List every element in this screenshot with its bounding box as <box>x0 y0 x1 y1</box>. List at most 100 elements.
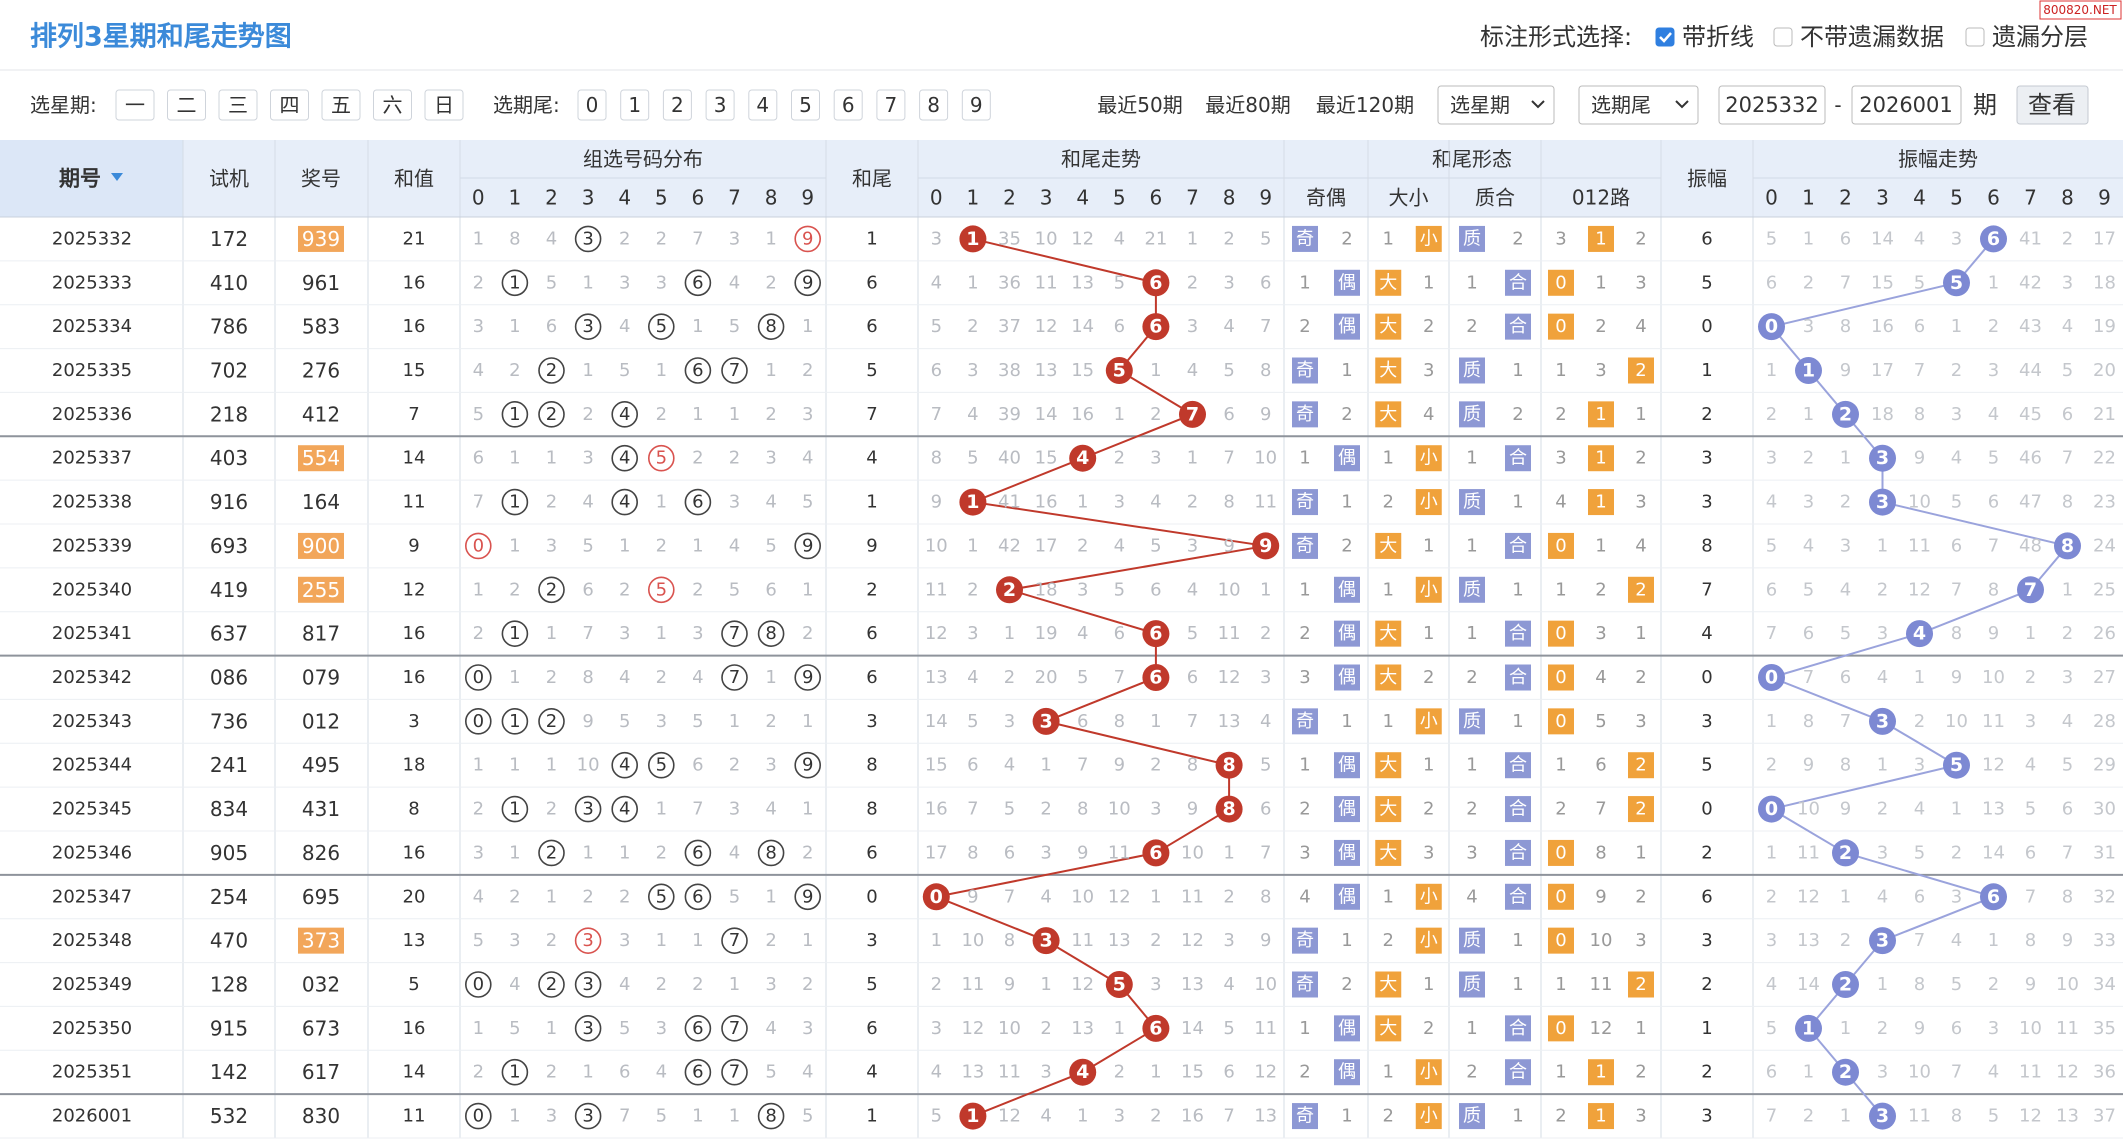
form-omission: 4 <box>1299 886 1310 907</box>
form-mark: 1 <box>1595 404 1606 425</box>
omission: 3 <box>1803 492 1814 513</box>
digit-circle <box>794 269 822 297</box>
tail-button[interactable] <box>919 89 949 121</box>
recent-link[interactable]: 最近80期 <box>1205 93 1290 117</box>
tail-button[interactable] <box>705 89 735 121</box>
weekday-label[interactable]: 四 <box>280 93 300 117</box>
tail-button[interactable] <box>876 89 906 121</box>
tail-label[interactable]: 4 <box>756 93 769 117</box>
select-label[interactable]: 选期尾 <box>1591 93 1651 117</box>
weekday-label[interactable]: 三 <box>228 93 248 117</box>
omission: 5 <box>1988 448 1999 469</box>
checkbox[interactable] <box>1655 27 1675 47</box>
period-input[interactable] <box>1718 85 1826 125</box>
tail-button[interactable] <box>577 89 607 121</box>
omission: 13 <box>1108 930 1131 951</box>
amplitude: 2 <box>1701 974 1712 995</box>
weekday-button[interactable] <box>218 89 258 121</box>
form-omission: 1 <box>1555 974 1566 995</box>
winning-number: 164 <box>302 490 340 514</box>
weekday-button[interactable] <box>270 89 309 121</box>
amp-ball <box>1758 313 1785 341</box>
tail-label[interactable]: 7 <box>885 93 898 117</box>
tail-label[interactable]: 5 <box>799 93 812 117</box>
view-button-label[interactable]: 查看 <box>2028 91 2076 119</box>
omission: 35 <box>2093 1018 2116 1039</box>
tail-value: 3 <box>866 711 877 732</box>
omission: 7 <box>1951 1062 1962 1083</box>
digit-circle <box>464 532 492 560</box>
omission: 7 <box>2025 886 2036 907</box>
tail-button[interactable] <box>748 89 778 121</box>
weekday-label[interactable]: 五 <box>331 93 351 117</box>
amp-ball <box>1795 1014 1822 1042</box>
omission: 4 <box>802 448 813 469</box>
tail-button[interactable] <box>833 89 863 121</box>
form-highlight <box>1292 927 1318 954</box>
tail-button[interactable] <box>662 89 692 121</box>
tail-label[interactable]: 9 <box>970 93 983 117</box>
form-mark: 奇 <box>1296 974 1314 995</box>
amplitude: 0 <box>1701 799 1712 820</box>
digit-circle <box>721 1058 748 1086</box>
select[interactable] <box>1578 85 1699 125</box>
form-mark: 合 <box>1509 842 1527 863</box>
digit-circle <box>647 883 675 911</box>
checkbox[interactable] <box>1965 27 1985 47</box>
omission: 42 <box>2019 272 2042 293</box>
tail-label[interactable]: 0 <box>586 93 599 117</box>
period-from[interactable]: 2025332 <box>1725 93 1819 117</box>
weekday-button[interactable] <box>115 89 155 121</box>
omission: 7 <box>582 623 593 644</box>
weekday-button[interactable] <box>167 89 206 121</box>
sum-value: 16 <box>403 842 426 863</box>
option-label[interactable]: 不带遗漏数据 <box>1800 23 1944 51</box>
hit-digit: 9 <box>802 886 813 907</box>
form-omission: 2 <box>1423 1018 1434 1039</box>
weekday-button[interactable] <box>424 89 464 121</box>
omission: 1 <box>765 667 776 688</box>
form-highlight <box>1588 401 1614 428</box>
weekday-button[interactable] <box>373 89 412 121</box>
period-input[interactable] <box>1851 85 1962 125</box>
omission: 5 <box>1766 228 1777 249</box>
omission: 1 <box>582 1062 593 1083</box>
tail-label[interactable]: 3 <box>714 93 727 117</box>
weekday-button[interactable] <box>321 89 361 121</box>
weekday-label[interactable]: 一 <box>125 93 145 117</box>
omission: 36 <box>998 272 1021 293</box>
hit-digit: 7 <box>729 667 740 688</box>
omission: 26 <box>2093 623 2116 644</box>
omission: 1 <box>473 755 484 776</box>
omission: 3 <box>1077 579 1088 600</box>
hit-digit: 3 <box>582 799 593 820</box>
weekday-label[interactable]: 六 <box>383 93 403 117</box>
omission: 9 <box>2062 930 2073 951</box>
tail-label[interactable]: 6 <box>842 93 855 117</box>
tail-label[interactable]: 8 <box>927 93 940 117</box>
recent-link[interactable]: 最近50期 <box>1097 93 1182 117</box>
amplitude: 2 <box>1701 842 1712 863</box>
tail-label[interactable]: 1 <box>628 93 641 117</box>
tail-button[interactable] <box>961 89 991 121</box>
weekday-label[interactable]: 二 <box>177 93 197 117</box>
period-to[interactable]: 2026001 <box>1859 93 1953 117</box>
tail-label[interactable]: 2 <box>671 93 684 117</box>
recent-link[interactable]: 最近120期 <box>1316 93 1414 117</box>
hit-digit: 5 <box>656 755 667 776</box>
form-mark: 1 <box>1595 228 1606 249</box>
select[interactable] <box>1437 85 1555 125</box>
form-omission: 3 <box>1635 1106 1646 1127</box>
weekday-label[interactable]: 日 <box>434 93 454 117</box>
option-label[interactable]: 带折线 <box>1682 23 1754 51</box>
form-highlight <box>1292 401 1318 428</box>
checkbox[interactable] <box>1773 27 1793 47</box>
tail-button[interactable] <box>620 89 650 121</box>
form-omission: 2 <box>1635 448 1646 469</box>
view-button[interactable] <box>2016 85 2089 125</box>
select-label[interactable]: 选星期 <box>1450 93 1510 117</box>
omission: 3 <box>729 799 740 820</box>
option-label[interactable]: 遗漏分层 <box>1992 23 2088 51</box>
tail-button[interactable] <box>791 89 820 121</box>
form-highlight <box>1292 357 1318 384</box>
